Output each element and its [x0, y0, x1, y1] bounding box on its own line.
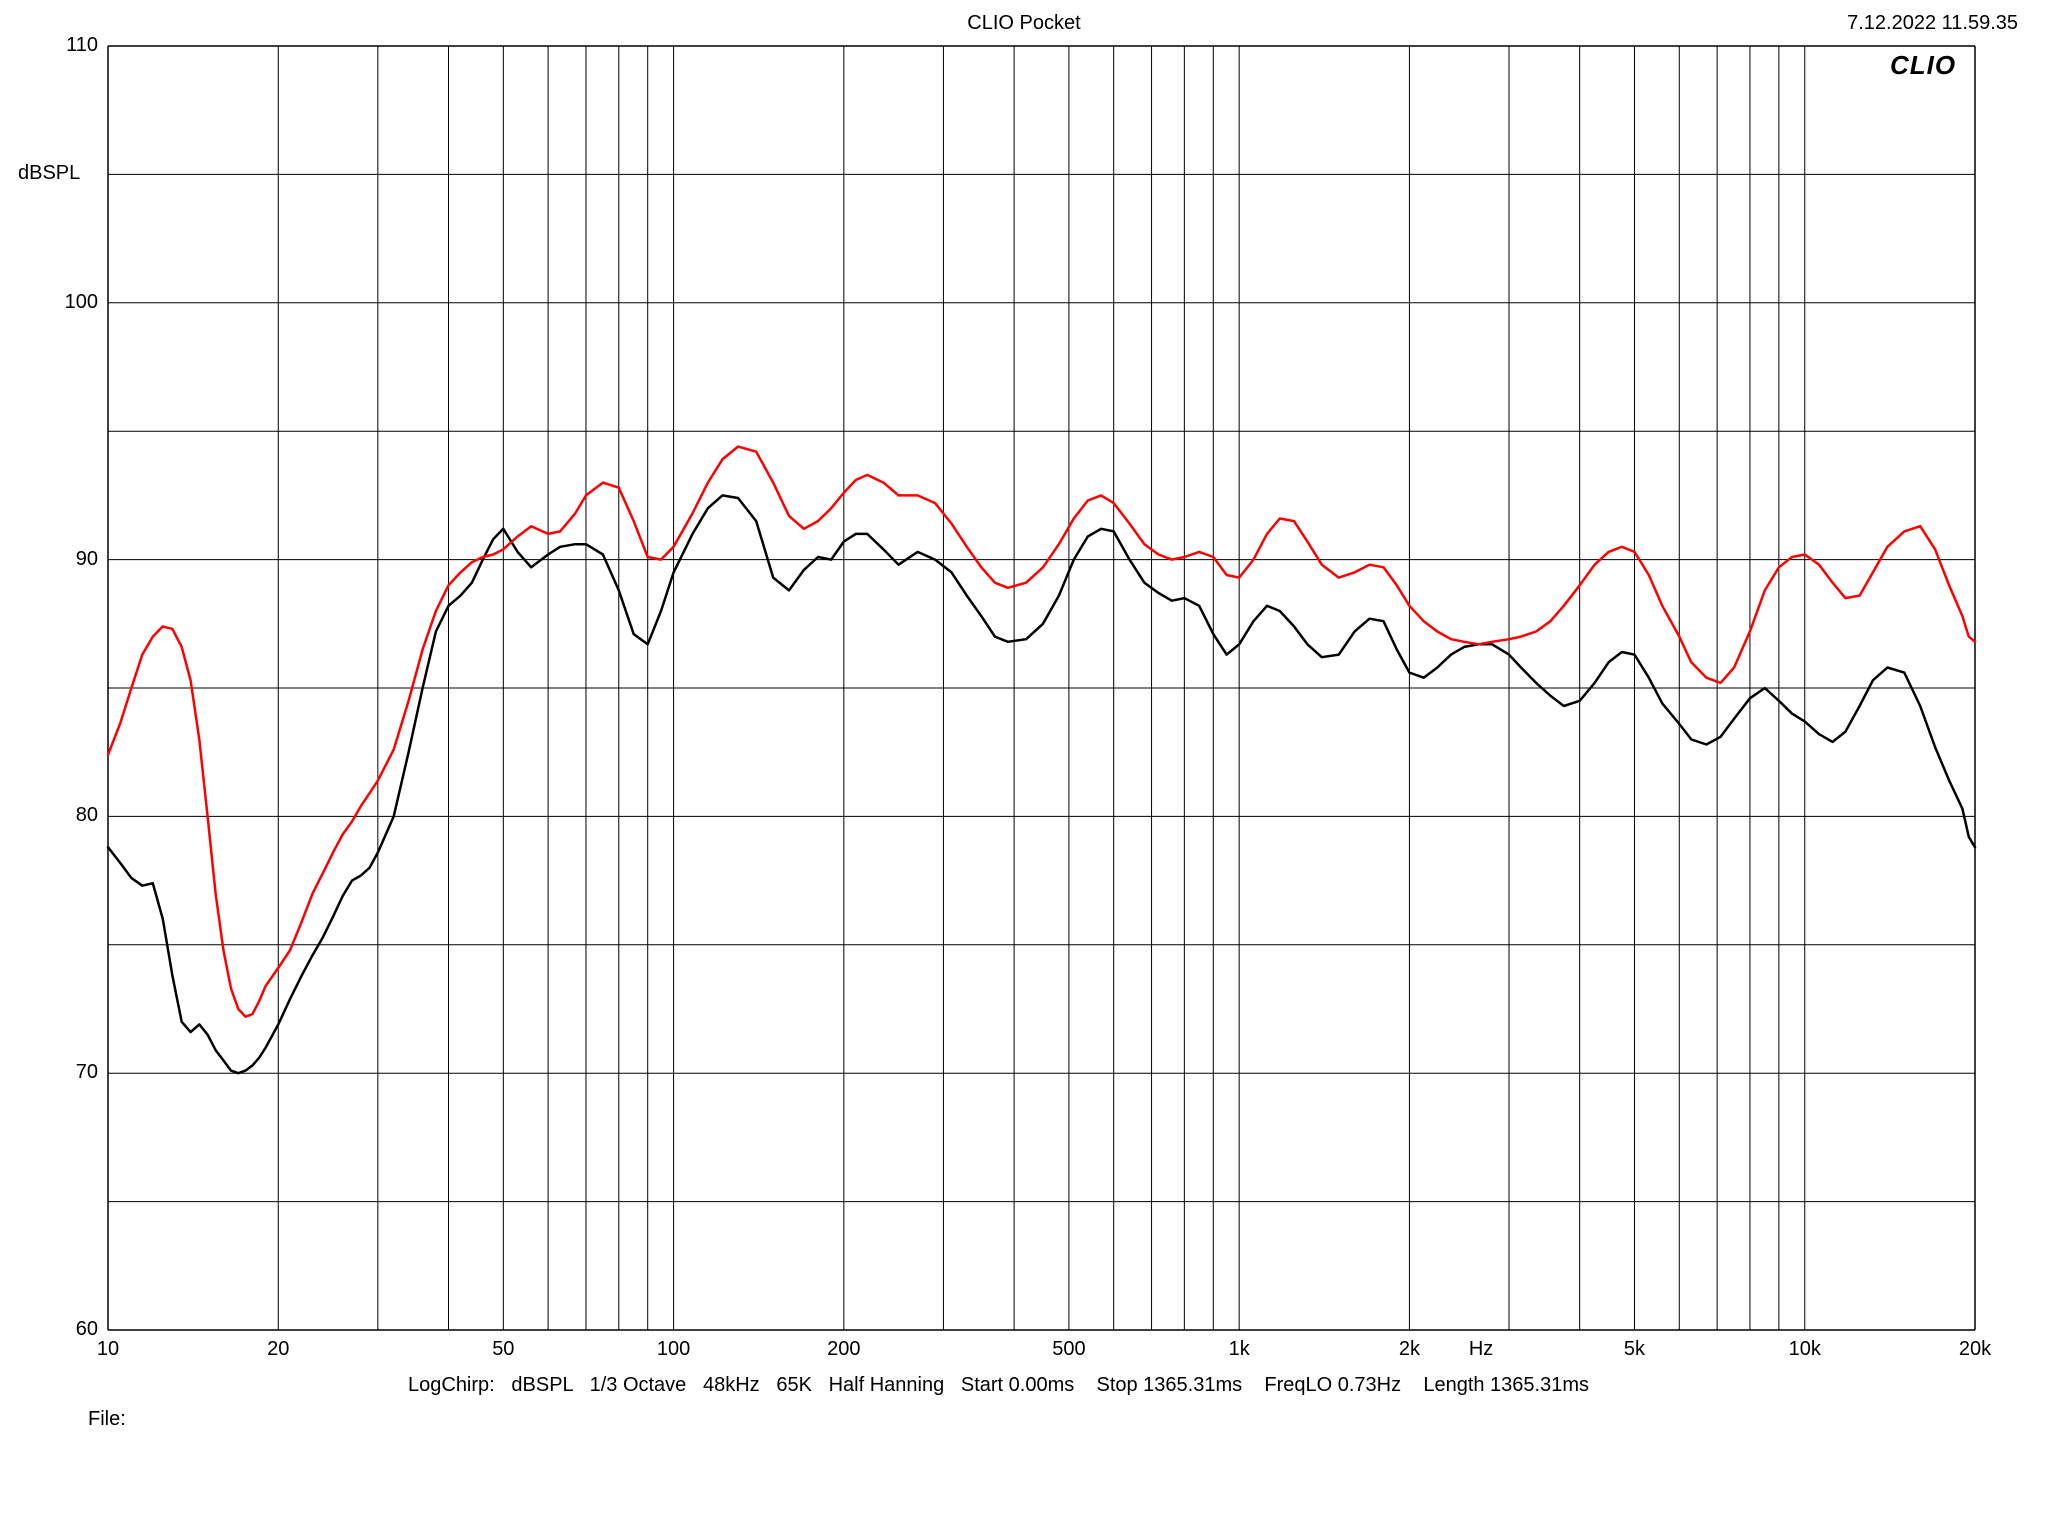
x-tick-label: 20k: [1959, 1338, 1991, 1361]
x-tick-label: 500: [1052, 1338, 1085, 1361]
x-axis-unit: Hz: [1469, 1338, 1493, 1361]
x-tick-label: 100: [657, 1338, 690, 1361]
x-tick-label: 20: [267, 1338, 289, 1361]
x-tick-label: 200: [827, 1338, 860, 1361]
x-tick-label: 10k: [1789, 1338, 1821, 1361]
y-tick-label: 70: [58, 1061, 98, 1084]
brand-logo: CLIO: [1890, 50, 1956, 81]
page: CLIO Pocket 7.12.2022 11.59.35 607080901…: [0, 0, 2048, 1536]
y-tick-label: 80: [58, 804, 98, 827]
trace-black: [108, 495, 1975, 1073]
measurement-params: LogChirp: dBSPL 1/3 Octave 48kHz 65K Hal…: [408, 1374, 1589, 1397]
y-tick-label: 90: [58, 548, 98, 571]
trace-red: [108, 447, 1975, 1017]
x-tick-label: 10: [97, 1338, 119, 1361]
x-tick-label: 5k: [1624, 1338, 1645, 1361]
x-tick-label: 2k: [1399, 1338, 1420, 1361]
y-axis-unit: dBSPL: [18, 162, 80, 185]
x-tick-label: 1k: [1229, 1338, 1250, 1361]
x-tick-label: 50: [492, 1338, 514, 1361]
y-tick-label: 110: [58, 34, 98, 57]
y-tick-label: 60: [58, 1318, 98, 1341]
file-label: File:: [88, 1408, 126, 1431]
y-tick-label: 100: [58, 291, 98, 314]
